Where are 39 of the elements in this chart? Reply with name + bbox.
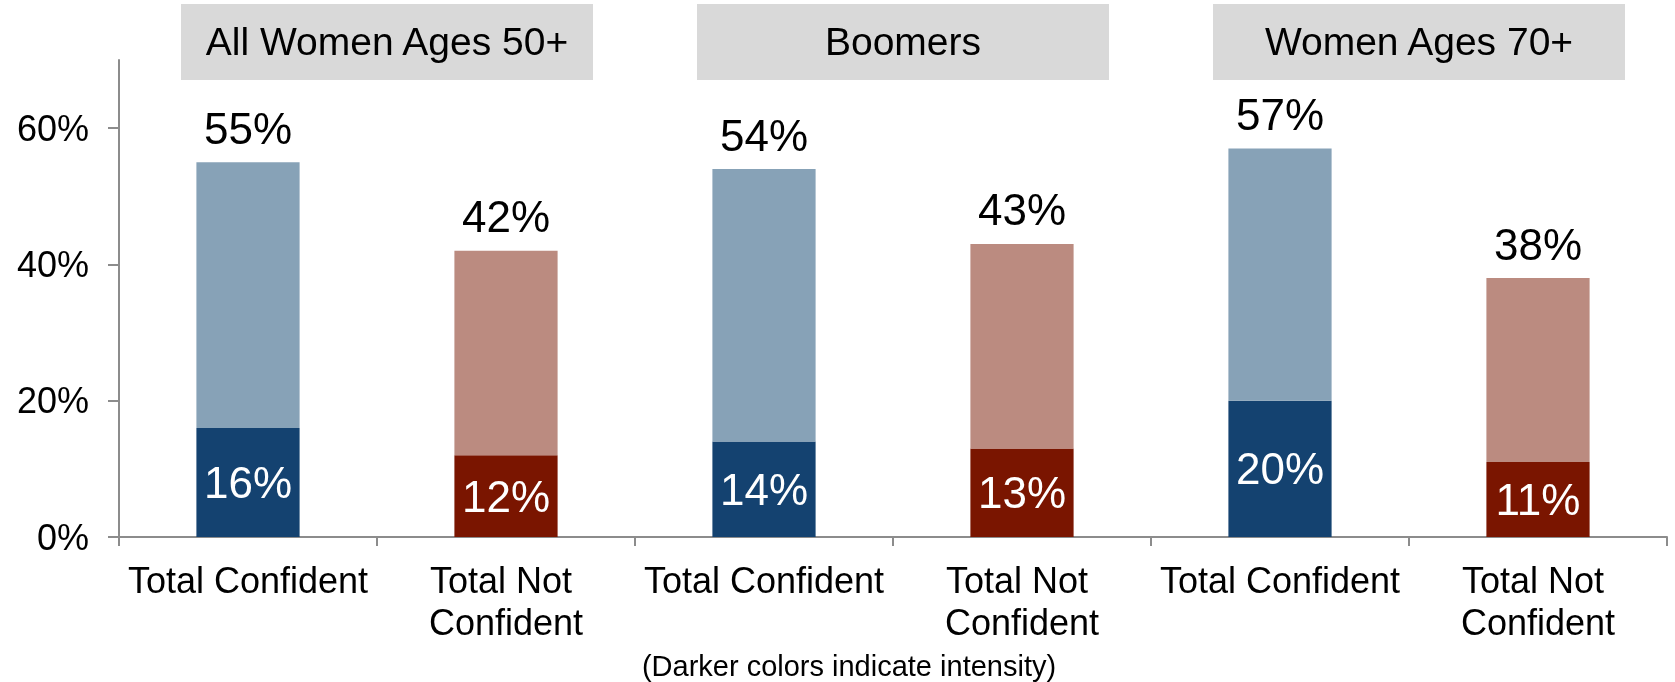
- x-tick-label: Total Not Confident: [1460, 559, 1616, 643]
- y-tick-label: 0%: [36, 516, 89, 558]
- bar: [1228, 148, 1332, 401]
- total-label: 54%: [719, 110, 809, 160]
- bar: [712, 441, 816, 537]
- total-label: 38%: [1493, 219, 1583, 269]
- header-box: Boomers: [696, 4, 1110, 80]
- x-tick-label: Total Confident: [127, 559, 369, 601]
- bar: [454, 250, 558, 456]
- bar: [196, 427, 300, 537]
- data-label: 13%: [977, 468, 1067, 518]
- data-label: 12%: [461, 471, 551, 521]
- y-tick-label: 20%: [16, 380, 89, 422]
- x-tick-label: Total Not Confident: [944, 559, 1100, 643]
- x-tick-label: Total Confident: [643, 559, 885, 601]
- total-label: 55%: [203, 103, 293, 153]
- data-label: 11%: [1495, 475, 1581, 525]
- bar: [1486, 278, 1590, 463]
- text: (Darker colors indicate intensity): [641, 650, 1057, 682]
- total-label: 57%: [1235, 90, 1325, 140]
- bar: [712, 169, 816, 442]
- data-label: 20%: [1235, 444, 1325, 494]
- annotation: All Women Ages 50+: [205, 20, 569, 64]
- header-box: Women Ages 70+: [1212, 4, 1626, 80]
- bar: [970, 243, 1074, 449]
- x-tick-label: Total Confident: [1159, 559, 1401, 601]
- data-label: 16%: [203, 457, 293, 507]
- bar: [1228, 400, 1332, 537]
- annotation: Boomers: [824, 20, 982, 64]
- annotation: Women Ages 70+: [1264, 20, 1574, 64]
- total-label: 42%: [461, 192, 551, 242]
- header-box: All Women Ages 50+: [180, 4, 594, 80]
- data-label: 14%: [719, 464, 809, 514]
- total-label: 43%: [977, 185, 1067, 235]
- x-tick-label: Total Not Confident: [428, 559, 584, 643]
- y-tick-label: 40%: [16, 243, 89, 285]
- bar: [196, 162, 300, 428]
- y-tick-label: 60%: [16, 107, 89, 149]
- bar: [970, 448, 1074, 537]
